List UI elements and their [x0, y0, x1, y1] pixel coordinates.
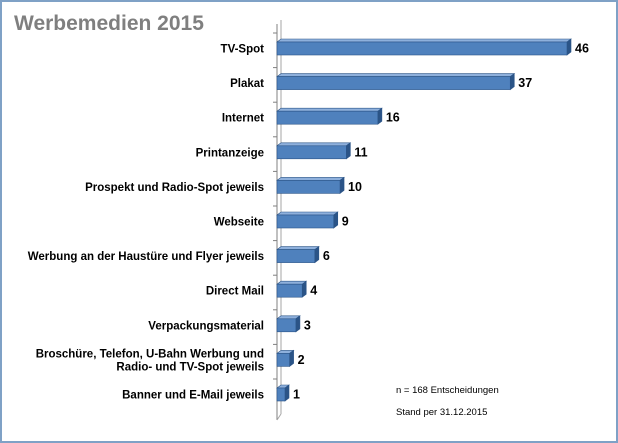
- bar: [276, 145, 347, 160]
- bar-top-face: [276, 246, 320, 250]
- bar-top-face: [276, 73, 516, 77]
- bar: [276, 110, 379, 125]
- bar-side-face: [289, 349, 294, 367]
- bar-top-face: [276, 142, 352, 147]
- bar-side-face: [301, 280, 307, 298]
- data-label: 46: [575, 42, 589, 56]
- sample-size-note: n = 168 Entscheidungen: [396, 385, 499, 396]
- category-label: Prospekt und Radio-Spot jeweils: [85, 182, 264, 194]
- data-label: 2: [298, 353, 305, 367]
- date-note: Stand per 31.12.2015: [396, 407, 488, 418]
- bar: [276, 180, 341, 194]
- axis-base-line: [276, 413, 282, 421]
- bar-top-face: [276, 38, 572, 43]
- data-label: 3: [304, 318, 311, 332]
- bar-top-face: [276, 280, 308, 285]
- data-label: 9: [342, 215, 349, 229]
- bar: [276, 76, 511, 90]
- data-label: 6: [323, 249, 330, 263]
- bar-top-face: [276, 211, 339, 216]
- category-label: Verpackungsmaterial: [148, 320, 264, 332]
- data-label: 16: [386, 111, 400, 125]
- bar: [276, 41, 568, 56]
- bar-side-face: [377, 107, 383, 125]
- data-label: 10: [348, 180, 362, 194]
- data-label: 1: [293, 388, 300, 402]
- bar-side-face: [333, 211, 339, 229]
- category-label: Werbung an der Haustüre und Flyer jeweil…: [28, 251, 264, 263]
- bar-side-face: [346, 142, 351, 160]
- bar: [276, 353, 290, 367]
- category-label: Plakat: [230, 78, 264, 90]
- category-label: Direct Mail: [206, 286, 264, 298]
- data-label: 37: [518, 76, 532, 90]
- bar-side-face: [295, 315, 301, 333]
- bar-side-face: [339, 176, 345, 194]
- bar-side-face: [314, 246, 320, 264]
- bar-side-face: [566, 38, 572, 56]
- category-label: TV-Spot: [221, 44, 265, 56]
- category-label: Broschüre, Telefon, U-Bahn Werbung und: [36, 348, 264, 360]
- data-label: 4: [310, 284, 317, 298]
- bar: [276, 249, 316, 263]
- category-label: Banner und E-Mail jeweils: [122, 390, 264, 402]
- data-label: 11: [354, 145, 367, 159]
- category-label: Webseite: [214, 217, 264, 229]
- category-label: Printanzeige: [196, 147, 264, 159]
- bar: [276, 387, 286, 402]
- bar-top-face: [276, 107, 383, 112]
- bar: [276, 318, 297, 333]
- category-label: Radio- und TV-Spot jeweils: [116, 361, 264, 373]
- category-label: Internet: [222, 113, 264, 125]
- chart-title: Werbemedien 2015: [14, 12, 204, 35]
- bar: [276, 214, 335, 229]
- bar-side-face: [284, 384, 290, 402]
- bar-top-face: [276, 177, 345, 181]
- bar-side-face: [509, 72, 515, 91]
- bar: [276, 283, 303, 298]
